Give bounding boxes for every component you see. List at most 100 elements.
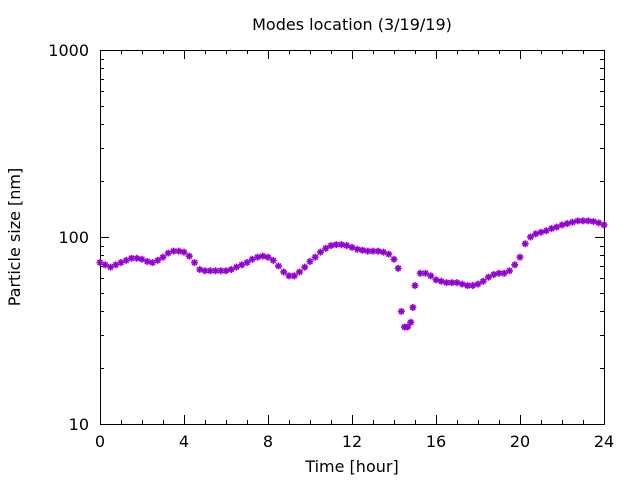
data-point (322, 244, 330, 252)
data-point (233, 263, 240, 271)
data-point (159, 253, 167, 261)
data-point (243, 259, 251, 267)
data-point (96, 259, 104, 267)
data-point (411, 282, 419, 290)
x-tick-label: 8 (263, 432, 273, 451)
data-point (394, 264, 402, 272)
data-point (238, 261, 246, 269)
x-tick-label: 20 (510, 432, 530, 451)
data-point (448, 279, 456, 287)
data-point (149, 259, 156, 267)
data-point (359, 246, 366, 254)
x-tick-label: 16 (426, 432, 446, 451)
data-points (96, 217, 608, 331)
data-point (527, 233, 534, 241)
data-point (590, 218, 597, 226)
data-point (353, 245, 361, 253)
y-tick-label: 1000 (48, 41, 89, 60)
data-point (206, 267, 214, 275)
data-point (532, 230, 540, 238)
data-point (185, 252, 193, 260)
data-point (138, 255, 146, 263)
data-point (222, 267, 230, 275)
data-point (404, 323, 412, 331)
data-point (112, 261, 120, 269)
data-point (317, 248, 324, 256)
data-point (479, 277, 487, 285)
data-point (548, 225, 555, 233)
data-point (280, 268, 288, 276)
data-point (275, 262, 282, 270)
x-tick-label: 24 (594, 432, 614, 451)
data-point (569, 218, 576, 226)
data-point (469, 282, 477, 290)
data-point (338, 241, 345, 249)
data-point (495, 269, 503, 277)
y-tick-label: 100 (58, 228, 89, 247)
data-point (327, 242, 335, 250)
data-point (432, 276, 440, 284)
data-point (175, 247, 183, 255)
data-point (191, 259, 198, 267)
data-point (296, 268, 303, 276)
data-point (485, 273, 492, 281)
data-point (422, 269, 429, 277)
data-point (306, 257, 314, 265)
data-point (180, 248, 188, 256)
data-point (506, 267, 513, 275)
data-point (600, 221, 608, 229)
y-tick-label: 10 (69, 415, 89, 434)
data-point (164, 249, 172, 257)
y-axis-label: Particle size [nm] (5, 168, 24, 307)
data-point (117, 259, 125, 267)
data-point (374, 247, 382, 255)
data-point (563, 220, 571, 228)
data-point (500, 269, 508, 277)
data-point (407, 318, 415, 326)
data-point (558, 221, 566, 229)
data-point (201, 267, 209, 275)
data-point (516, 253, 524, 261)
data-point (254, 253, 261, 261)
x-axis-label: Time [hour] (304, 457, 398, 476)
tick-labels: 0 4 8 12 16 20 24 10 100 1000 (48, 41, 614, 451)
data-point (269, 256, 277, 264)
data-point (143, 257, 151, 265)
data-point (595, 219, 603, 227)
data-point (437, 277, 445, 285)
x-tick-label: 12 (342, 432, 362, 451)
data-point (397, 307, 405, 315)
data-point (259, 252, 267, 260)
data-point (511, 261, 519, 269)
data-point (227, 266, 235, 274)
data-point (409, 303, 417, 311)
data-point (101, 261, 109, 269)
data-point (521, 240, 529, 248)
data-point (474, 280, 482, 288)
data-point (537, 228, 545, 236)
data-point (107, 263, 114, 271)
data-point (427, 272, 435, 280)
data-point (248, 255, 256, 263)
data-point (458, 280, 466, 288)
data-point (196, 266, 204, 274)
data-point (385, 250, 393, 258)
data-point (154, 256, 162, 264)
data-point (542, 227, 550, 235)
x-tick-label: 4 (179, 432, 189, 451)
data-point (390, 255, 398, 263)
chart-title: Modes location (3/19/19) (252, 15, 452, 34)
data-point (133, 254, 141, 262)
data-point (311, 253, 319, 261)
data-point (170, 247, 177, 255)
data-point (553, 223, 561, 231)
data-point (490, 271, 498, 279)
data-point (122, 256, 130, 264)
data-point (264, 253, 272, 261)
x-tick-label: 0 (95, 432, 105, 451)
data-point (453, 279, 461, 287)
data-point (290, 272, 298, 280)
axis-ticks (100, 50, 605, 425)
data-point (301, 263, 309, 271)
